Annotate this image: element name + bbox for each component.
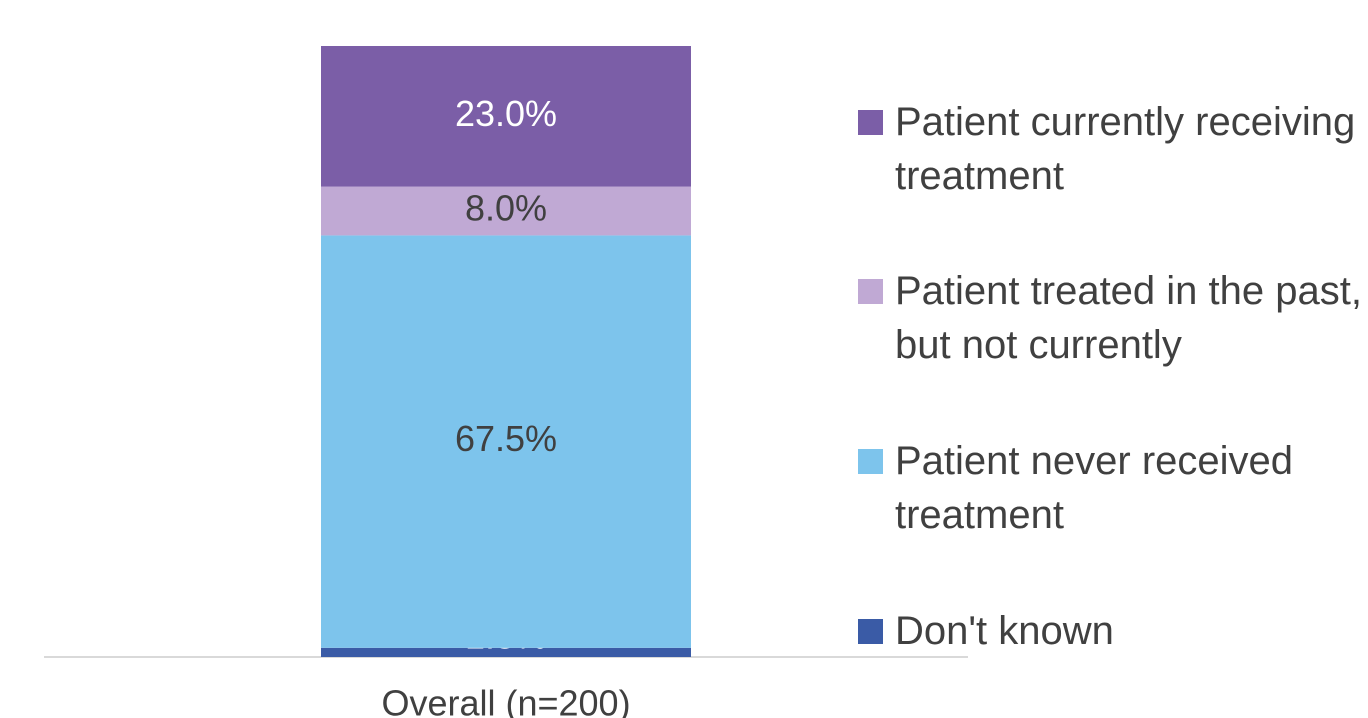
x-tick-label: Overall (n=200) — [381, 683, 630, 718]
legend-swatch — [858, 110, 883, 135]
legend-swatch — [858, 449, 883, 474]
value-label: 8.0% — [465, 187, 547, 228]
bar-segment — [321, 647, 691, 657]
bar-segment — [321, 235, 691, 648]
legend-item: Patient never received treatment — [858, 434, 1368, 542]
value-label: 67.5% — [455, 418, 557, 459]
legend-item: Don't known — [858, 604, 1368, 658]
legend-item: Patient treated in the past, but not cur… — [858, 264, 1368, 372]
legend-label: Patient never received treatment — [895, 439, 1294, 537]
legend-swatch — [858, 279, 883, 304]
legend-item: Patient currently receiving treatment — [858, 95, 1368, 203]
bar-segment — [321, 46, 691, 187]
bar-segment — [321, 186, 691, 236]
legend-label: Don't known — [895, 609, 1114, 653]
legend-swatch — [858, 619, 883, 644]
legend-label: Patient currently receiving treatment — [895, 100, 1356, 198]
value-label: 23.0% — [455, 93, 557, 134]
legend-label: Patient treated in the past, but not cur… — [895, 269, 1362, 367]
